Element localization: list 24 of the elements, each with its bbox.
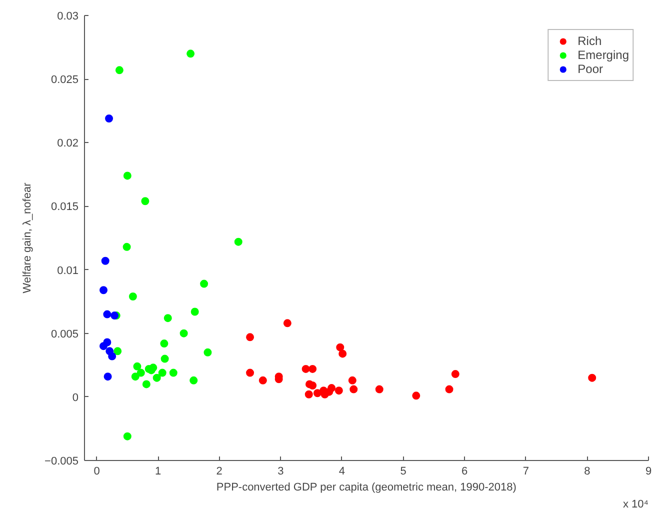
- y-tick-label: 0.015: [50, 201, 79, 214]
- x-axis-title: PPP-converted GDP per capita (geometric mean, 1990-2018): [216, 482, 516, 494]
- y-tick-label: 0.025: [50, 74, 79, 86]
- legend-label: Poor: [578, 62, 603, 76]
- x-tick-label: 6: [462, 466, 468, 478]
- x-tick-label: 8: [584, 466, 590, 478]
- y-tick-label: −0.005: [44, 456, 78, 468]
- x-tick-label: 2: [216, 466, 222, 478]
- x-tick-label: 3: [278, 466, 284, 478]
- legend-label: Emerging: [578, 48, 629, 62]
- y-tick-label: 0.01: [57, 264, 79, 277]
- y-tick-label: 0.005: [50, 328, 79, 340]
- x-tick-label: 9: [645, 466, 652, 478]
- y-tick-label: 0.03: [57, 10, 79, 22]
- x-tick-label: 7: [522, 466, 529, 478]
- x-tick-label: 5: [400, 466, 406, 478]
- x-tick-label: 1: [155, 466, 162, 478]
- x-tick-label: 0: [94, 466, 100, 478]
- y-axis-title: Welfare gain, λ_nofear: [22, 182, 34, 294]
- y-tick-label: 0: [72, 392, 79, 404]
- x-tick-label: 4: [338, 466, 346, 478]
- legend-label: Rich: [578, 34, 602, 48]
- text: x 10⁴: [622, 498, 649, 510]
- y-tick-label: 0.02: [57, 138, 79, 150]
